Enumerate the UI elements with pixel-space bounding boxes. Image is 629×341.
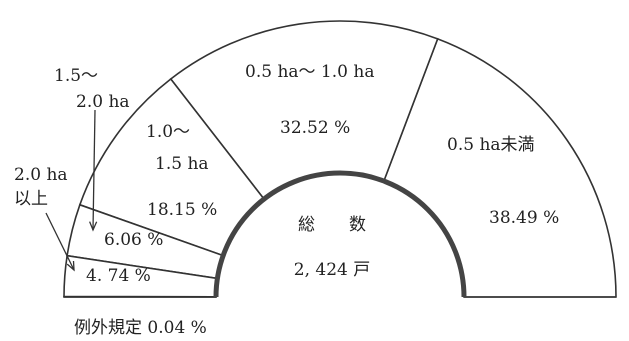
slice-5-leader-arrowhead — [66, 260, 75, 272]
slice-5-label-line-2: 以上 — [14, 189, 48, 209]
slice-1-value: 38.49 % — [489, 208, 559, 228]
slice-3-label-line-2: 1.5 ha — [155, 154, 209, 174]
slice-5-label-line-1: 2.0 ha — [14, 165, 68, 185]
slice-2-label: 0.5 ha～ 1.0 ha — [245, 62, 374, 82]
slice-3-value: 18.15 % — [147, 200, 217, 220]
slice-5-value: 4. 74 % — [86, 266, 151, 286]
slice-1-label: 0.5 ha未満 — [447, 135, 535, 155]
labels-layer: 0.5 ha未満 38.49 % 0.5 ha～ 1.0 ha 32.52 % 1.0～… — [14, 62, 559, 338]
slice-4-label-line-1: 1.5～ — [54, 66, 98, 86]
center-total-value: 2, 424 戸 — [294, 260, 370, 280]
slice-4-leader — [92, 109, 96, 231]
slice-4-value: 6.06 % — [104, 230, 163, 250]
inner-arc — [213, 170, 467, 298]
slices-layer — [63, 20, 617, 298]
leaders-layer — [45, 109, 98, 272]
center-total-label: 総 数 — [298, 215, 366, 235]
slice-5-leader — [45, 212, 75, 271]
slice-3-label-line-1: 1.0～ — [146, 122, 190, 142]
slice-6-label: 例外規定 0.04 % — [74, 318, 207, 338]
slice-4-leader-arrowhead — [89, 221, 98, 232]
slice-2-value: 32.52 % — [280, 118, 350, 138]
slice-4-label-line-2: 2.0 ha — [76, 92, 130, 112]
